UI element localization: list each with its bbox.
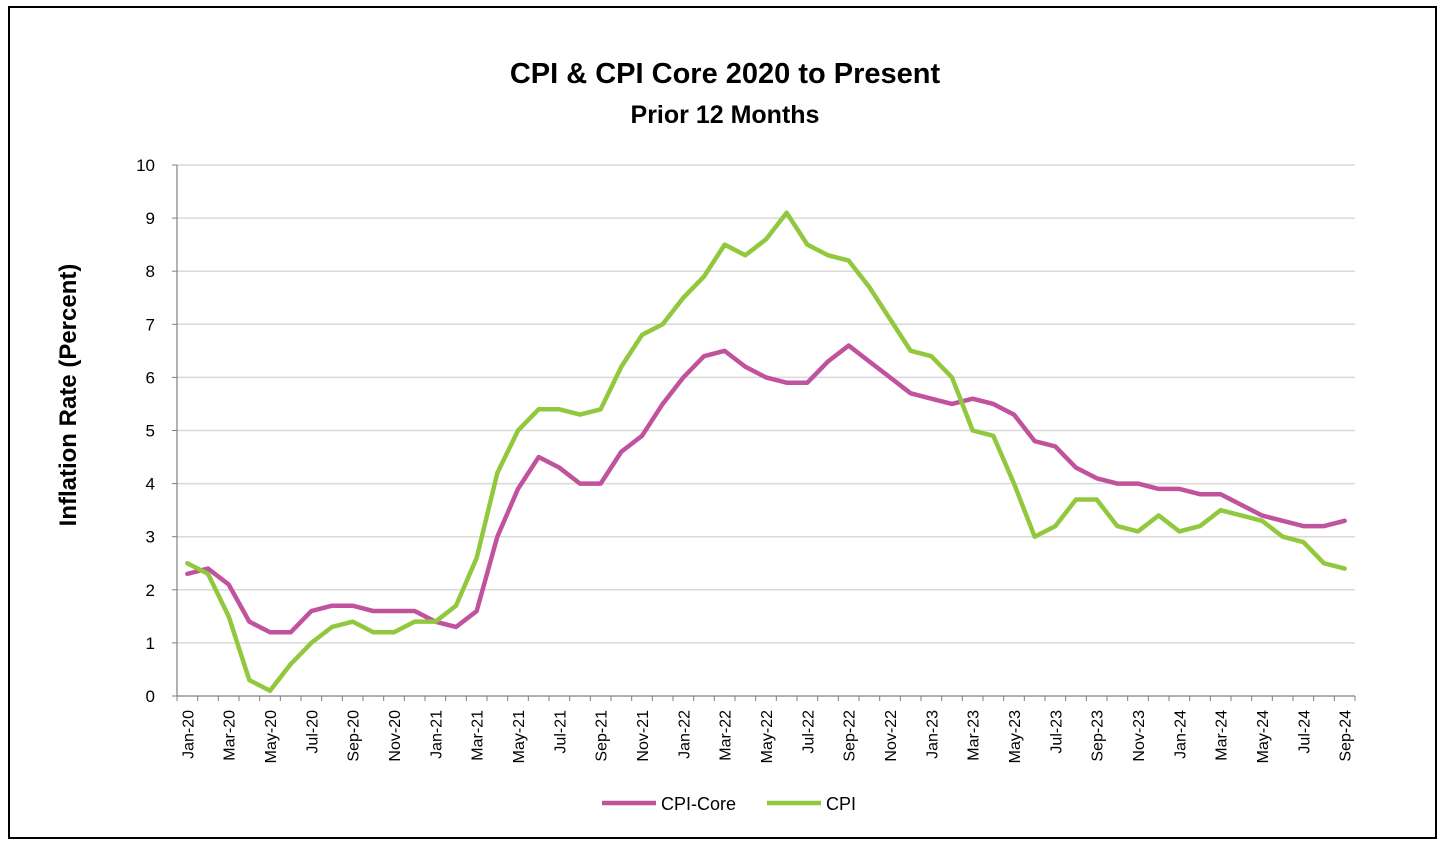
y-tick-label: 0: [146, 687, 155, 706]
x-tick-label: Mar-21: [470, 710, 487, 761]
y-tick-label: 2: [146, 581, 155, 600]
y-axis-label: Inflation Rate (Percent): [55, 264, 82, 527]
x-tick-label: Jul-23: [1048, 710, 1065, 754]
x-tick-label: Jul-21: [552, 710, 569, 754]
x-tick-labels: Jan-20 Mar-20 May-20 Jul-20 Sep-20 Nov-20 Jan-…: [176, 696, 1356, 763]
legend-label: CPI: [826, 794, 856, 814]
series-lines: [185, 210, 1347, 693]
y-tick-label: 4: [146, 475, 155, 494]
x-tick-label: Nov-22: [883, 710, 900, 762]
chart-frame: [8, 6, 1437, 839]
y-tick-label: 7: [146, 315, 155, 334]
x-tick-label: Sep-24: [1338, 710, 1355, 762]
y-tick-label: 3: [146, 528, 155, 547]
y-tick-labels: 0 1 2 3 4 5 6 7 8 9 10: [136, 156, 177, 706]
gridlines: [177, 164, 1355, 644]
x-tick-label: Jan-22: [676, 710, 693, 759]
x-tick-label: May-20: [263, 710, 280, 763]
chart-title: CPI & CPI Core 2020 to Present: [509, 58, 941, 90]
x-tick-label: Mar-24: [1214, 710, 1231, 761]
x-tick-label: Mar-22: [718, 710, 735, 761]
x-tick-label: Jul-22: [800, 710, 817, 754]
legend-label: CPI-Core: [661, 794, 736, 814]
y-tick-label: 6: [146, 368, 155, 387]
x-tick-label: Sep-22: [842, 710, 859, 762]
x-tick-label: May-24: [1255, 710, 1272, 763]
series-line-cpi-core: [185, 343, 1347, 635]
x-tick-label: Jan-24: [1172, 710, 1189, 759]
x-tick-label: Jan-20: [180, 710, 197, 759]
x-tick-label: Jul-20: [304, 710, 321, 754]
x-tick-label: Nov-20: [387, 710, 404, 762]
series-line-cpi: [185, 210, 1347, 693]
y-tick-label: 10: [136, 156, 155, 175]
x-tick-label: May-23: [1007, 710, 1024, 763]
legend: CPI-Core CPI: [602, 794, 856, 814]
x-tick-label: Nov-23: [1131, 710, 1148, 762]
y-tick-label: 8: [146, 262, 155, 281]
x-tick-label: Jan-21: [428, 710, 445, 759]
y-tick-label: 5: [146, 422, 155, 441]
x-tick-label: Mar-23: [966, 710, 983, 761]
x-tick-label: Nov-21: [635, 710, 652, 762]
chart-subtitle: Prior 12 Months: [630, 101, 820, 129]
x-tick-label: Jul-24: [1296, 710, 1313, 754]
y-tick-label: 9: [146, 209, 155, 228]
x-tick-label: Jan-23: [924, 710, 941, 759]
x-tick-label: Sep-21: [594, 710, 611, 762]
x-tick-label: Sep-20: [346, 710, 363, 762]
x-tick-label: May-22: [759, 710, 776, 763]
y-tick-label: 1: [146, 634, 155, 653]
x-tick-label: Mar-20: [222, 710, 239, 761]
x-tick-label: Sep-23: [1090, 710, 1107, 762]
x-tick-label: May-21: [511, 710, 528, 763]
